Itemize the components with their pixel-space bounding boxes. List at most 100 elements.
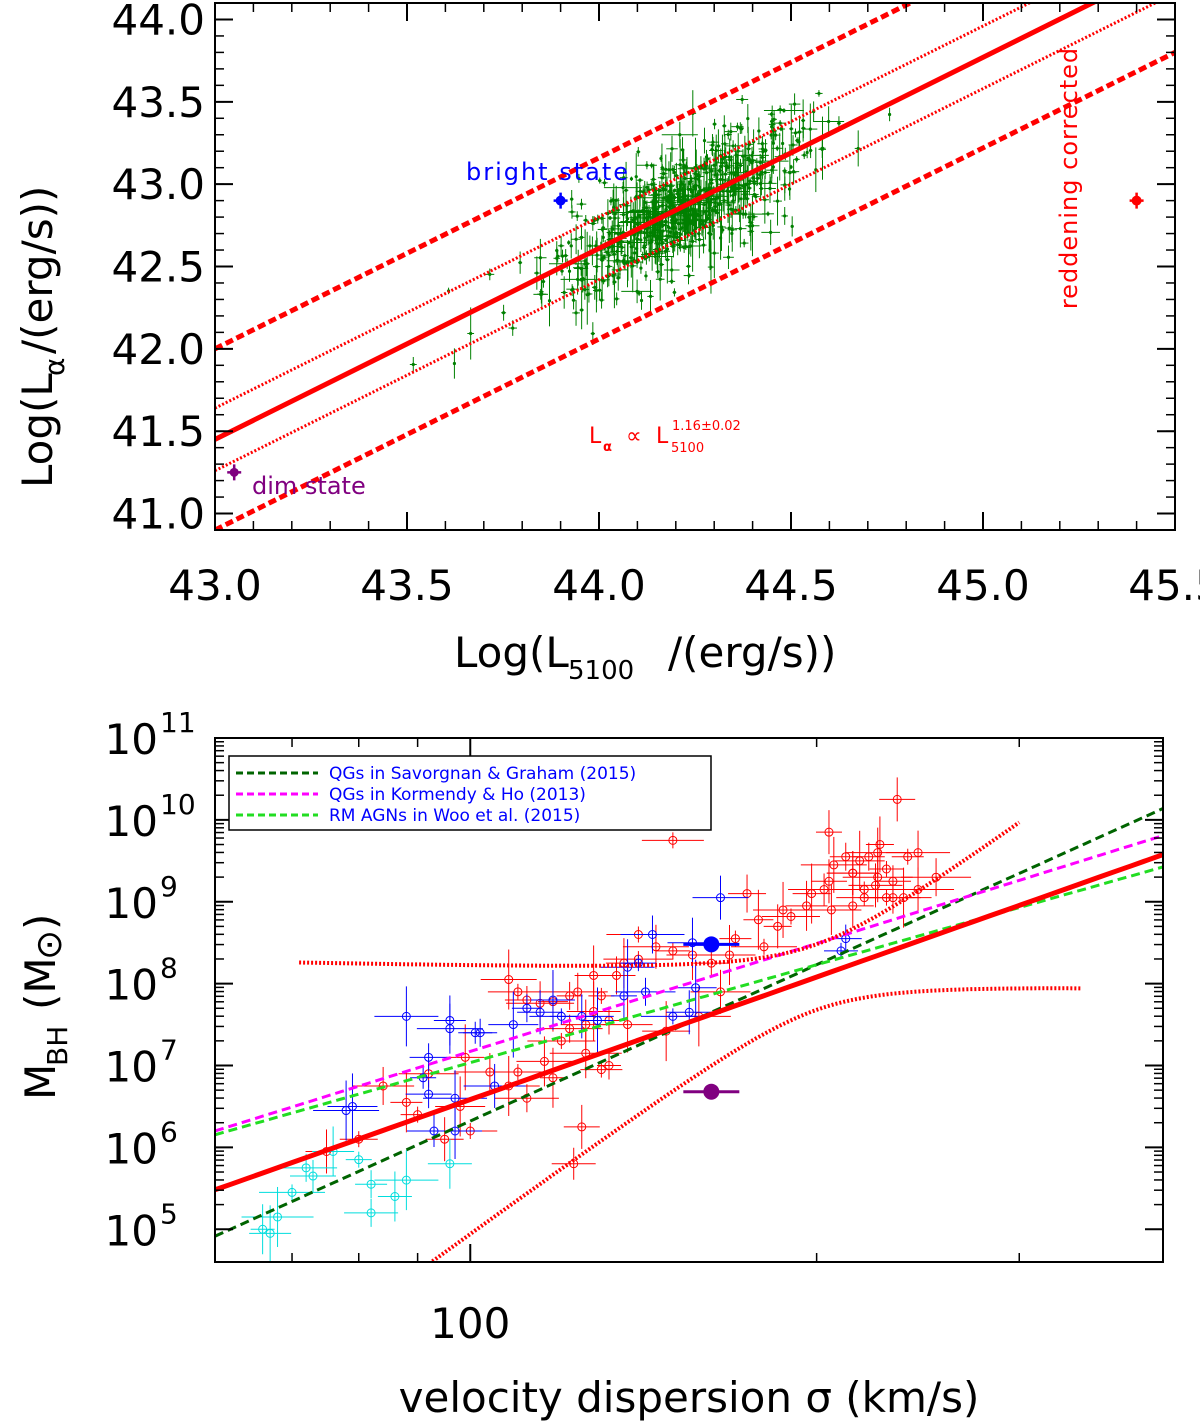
top-point bbox=[711, 152, 717, 178]
top-point-marker bbox=[611, 274, 615, 278]
top-point bbox=[722, 115, 727, 137]
blue-point bbox=[313, 1080, 380, 1141]
top-point bbox=[641, 237, 647, 258]
bottom-plot-area bbox=[215, 777, 1163, 1262]
top-point bbox=[614, 255, 621, 266]
top-point bbox=[571, 290, 576, 310]
cyan-point-marker bbox=[445, 1159, 455, 1169]
blue-point bbox=[463, 1018, 498, 1047]
top-point-marker bbox=[702, 167, 706, 171]
red-point bbox=[829, 842, 862, 871]
top-point-marker bbox=[621, 185, 625, 190]
top-point-marker bbox=[663, 219, 668, 223]
cyan-point bbox=[249, 1205, 292, 1262]
red-point-marker bbox=[730, 934, 740, 944]
top-point-marker bbox=[560, 254, 565, 258]
top-point-marker bbox=[702, 203, 706, 207]
top-point-marker bbox=[681, 158, 685, 162]
red-agn-points bbox=[305, 777, 972, 1180]
top-point-marker bbox=[600, 258, 604, 262]
top-point-marker bbox=[769, 230, 773, 235]
top-point bbox=[666, 152, 676, 219]
top-xlabel-pre: Log(L bbox=[454, 628, 569, 677]
bottom-frame bbox=[214, 737, 1164, 1263]
top-point-marker bbox=[775, 199, 780, 203]
top-point-marker bbox=[574, 311, 578, 315]
red-point-marker bbox=[773, 921, 783, 931]
red-point bbox=[761, 908, 820, 925]
top-point-marker bbox=[856, 146, 860, 151]
top-point-marker bbox=[511, 326, 515, 330]
top-point bbox=[665, 161, 673, 179]
top-point-marker bbox=[559, 244, 563, 248]
top-point-marker bbox=[760, 170, 764, 175]
red-point bbox=[763, 904, 792, 949]
top-point bbox=[618, 240, 626, 255]
top-point-marker bbox=[672, 290, 677, 295]
top-point bbox=[585, 285, 593, 303]
top-point-marker bbox=[795, 157, 799, 161]
top-point-marker bbox=[635, 237, 639, 242]
top-point-marker bbox=[518, 261, 522, 265]
top-point-marker bbox=[547, 299, 552, 303]
top-point bbox=[569, 284, 575, 297]
top-point-marker bbox=[601, 279, 606, 283]
red-point-marker bbox=[829, 860, 839, 870]
top-point-marker bbox=[781, 141, 785, 146]
top-point bbox=[791, 128, 800, 138]
top-point bbox=[706, 136, 720, 148]
top-point-marker bbox=[705, 171, 709, 175]
blue-point-marker bbox=[424, 1089, 434, 1099]
red-point-marker bbox=[548, 1073, 558, 1083]
top-point bbox=[485, 268, 495, 281]
red-point-marker bbox=[596, 1065, 606, 1075]
blue-point bbox=[674, 959, 717, 1016]
top-point bbox=[707, 206, 712, 224]
top-point-marker bbox=[707, 213, 712, 217]
top-point-marker bbox=[736, 161, 740, 165]
top-xlabel-sub: 5100 bbox=[568, 656, 634, 686]
top-point-marker bbox=[694, 183, 698, 188]
top-point-marker bbox=[809, 148, 813, 153]
blue-point-marker bbox=[687, 938, 697, 948]
top-point-marker bbox=[637, 291, 641, 295]
fit-line bbox=[215, 3, 1098, 442]
top-point-marker bbox=[627, 240, 631, 245]
top-plot-area bbox=[215, 3, 1175, 530]
blue-point bbox=[511, 994, 542, 1023]
red-point-marker bbox=[807, 889, 817, 899]
top-point-marker bbox=[616, 242, 620, 246]
red-point-marker bbox=[589, 970, 599, 980]
top-point-marker bbox=[575, 214, 579, 218]
bottom-band-lower bbox=[427, 986, 1082, 1262]
top-point-marker bbox=[673, 232, 677, 236]
red-point bbox=[588, 987, 615, 1004]
blue-point-marker bbox=[450, 1093, 460, 1103]
top-point-marker bbox=[576, 266, 580, 270]
top-points bbox=[409, 90, 892, 379]
red-point-marker bbox=[651, 942, 661, 952]
top-point-marker bbox=[827, 119, 831, 124]
top-point-marker bbox=[738, 163, 743, 168]
top-point-marker bbox=[722, 124, 726, 128]
red-point bbox=[810, 859, 847, 904]
red-point-marker bbox=[913, 848, 923, 858]
bottom-y-tick-base: 10 bbox=[105, 961, 158, 1010]
top-point-marker bbox=[665, 258, 669, 262]
top-x-axis-label: Log(L 5100 /(erg/s)) bbox=[454, 628, 836, 686]
blue-point-marker bbox=[341, 1106, 351, 1116]
top-point-marker bbox=[737, 183, 741, 187]
top-point-marker bbox=[752, 215, 756, 219]
top-point bbox=[620, 211, 633, 232]
top-point bbox=[796, 115, 803, 149]
top-point-marker bbox=[657, 235, 662, 239]
top-point-marker bbox=[763, 170, 767, 175]
bottom-y-tick-exp: 8 bbox=[160, 952, 178, 985]
cyan-point-marker bbox=[401, 1175, 411, 1185]
top-point-marker bbox=[570, 288, 574, 292]
top-point-marker bbox=[739, 197, 743, 201]
top-point-marker bbox=[670, 268, 674, 272]
top-point-marker bbox=[740, 127, 744, 131]
top-point bbox=[793, 156, 800, 163]
top-point-marker bbox=[689, 187, 693, 191]
